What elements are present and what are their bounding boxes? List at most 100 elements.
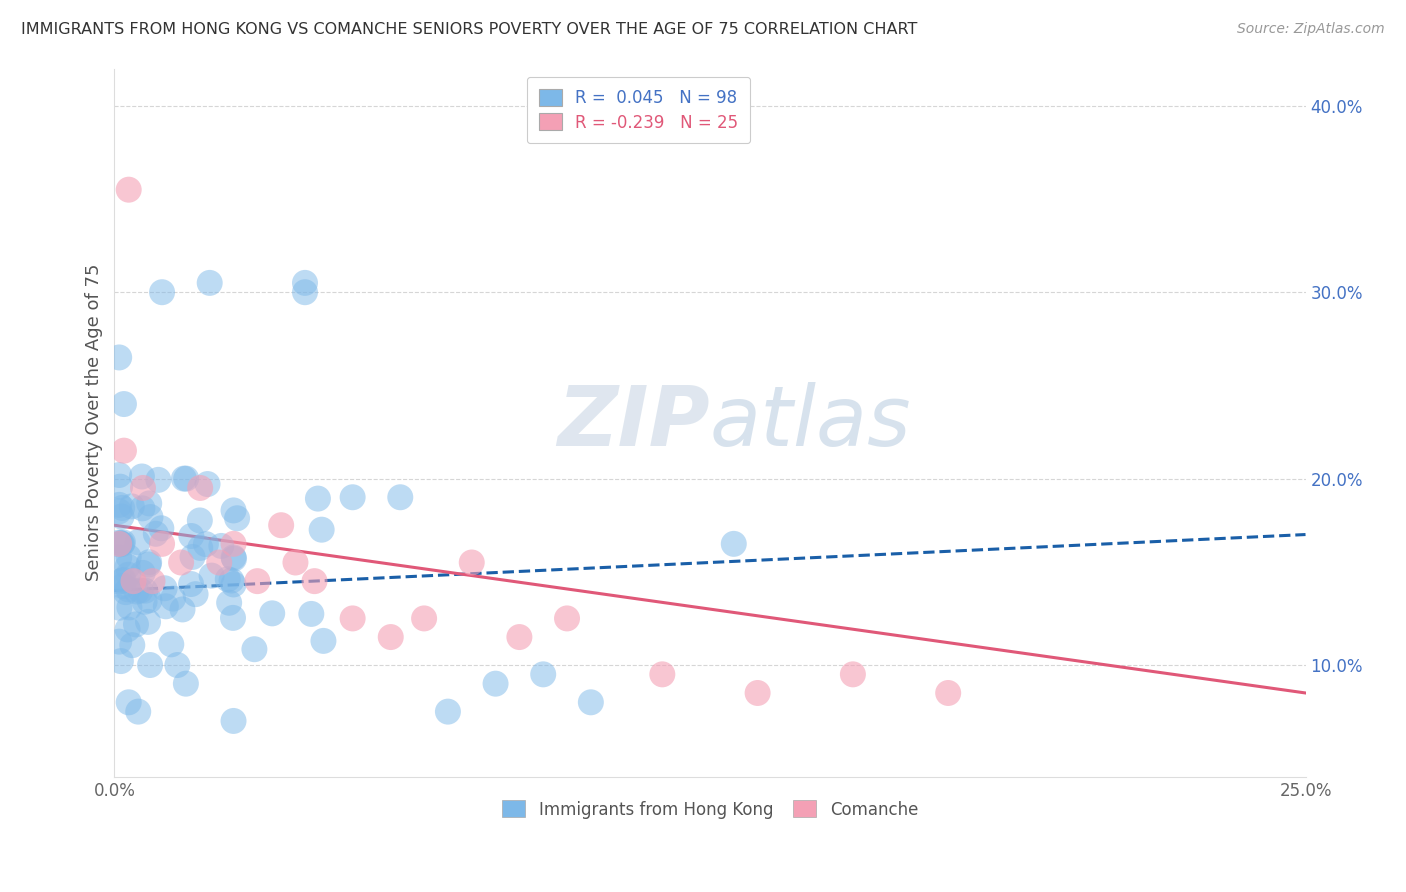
Point [121, 638, 143, 652]
Point [131, 501, 153, 516]
Point [188, 481, 211, 495]
Point [138, 555, 160, 569]
Point [150, 285, 173, 300]
Point [174, 676, 197, 690]
Point [413, 611, 436, 625]
Point [108, 535, 131, 549]
Point [138, 593, 160, 607]
Point [112, 573, 135, 587]
Point [181, 549, 204, 564]
Point [342, 611, 364, 625]
Point [307, 491, 329, 506]
Point [209, 539, 232, 553]
Point [221, 574, 243, 588]
Y-axis label: Seniors Poverty Over the Age of 75: Seniors Poverty Over the Age of 75 [86, 264, 103, 582]
Point [747, 686, 769, 700]
Point [131, 469, 153, 483]
Point [111, 579, 134, 593]
Point [141, 574, 163, 589]
Point [134, 595, 156, 609]
Text: atlas: atlas [710, 382, 911, 463]
Point [294, 285, 316, 300]
Point [111, 574, 134, 588]
Point [262, 607, 284, 621]
Point [222, 503, 245, 517]
Point [294, 276, 316, 290]
Point [188, 513, 211, 527]
Point [132, 566, 155, 580]
Point [198, 276, 221, 290]
Point [197, 477, 219, 491]
Point [111, 500, 134, 515]
Point [222, 611, 245, 625]
Point [108, 550, 131, 565]
Text: IMMIGRANTS FROM HONG KONG VS COMANCHE SENIORS POVERTY OVER THE AGE OF 75 CORRELA: IMMIGRANTS FROM HONG KONG VS COMANCHE SE… [21, 22, 918, 37]
Point [110, 536, 132, 550]
Point [246, 574, 269, 589]
Point [108, 504, 131, 518]
Point [243, 642, 266, 657]
Point [222, 577, 245, 591]
Point [150, 521, 173, 535]
Point [117, 582, 139, 597]
Point [217, 572, 239, 586]
Point [222, 551, 245, 566]
Point [299, 607, 322, 621]
Point [184, 587, 207, 601]
Point [111, 537, 134, 551]
Point [112, 397, 135, 411]
Point [218, 596, 240, 610]
Point [173, 472, 195, 486]
Point [110, 654, 132, 668]
Point [145, 526, 167, 541]
Point [108, 537, 131, 551]
Point [284, 556, 307, 570]
Point [508, 630, 530, 644]
Point [117, 559, 139, 574]
Point [311, 523, 333, 537]
Point [389, 490, 412, 504]
Point [125, 584, 148, 599]
Point [118, 600, 141, 615]
Point [484, 676, 506, 690]
Point [222, 537, 245, 551]
Point [129, 583, 152, 598]
Point [108, 351, 131, 365]
Point [170, 556, 193, 570]
Point [172, 602, 194, 616]
Point [108, 537, 131, 551]
Point [132, 481, 155, 495]
Point [122, 574, 145, 589]
Point [194, 537, 217, 551]
Point [108, 634, 131, 648]
Point [200, 568, 222, 582]
Point [112, 443, 135, 458]
Point [125, 617, 148, 632]
Point [111, 535, 134, 549]
Point [160, 637, 183, 651]
Point [188, 541, 211, 555]
Point [118, 183, 141, 197]
Point [127, 705, 149, 719]
Point [117, 567, 139, 582]
Point [180, 577, 202, 591]
Point [138, 558, 160, 572]
Point [117, 623, 139, 637]
Point [108, 498, 131, 512]
Legend: Immigrants from Hong Kong, Comanche: Immigrants from Hong Kong, Comanche [495, 794, 925, 825]
Point [380, 630, 402, 644]
Text: ZIP: ZIP [557, 382, 710, 463]
Point [222, 550, 245, 565]
Point [174, 472, 197, 486]
Point [153, 581, 176, 595]
Point [162, 591, 184, 606]
Point [342, 490, 364, 504]
Point [118, 695, 141, 709]
Point [150, 537, 173, 551]
Point [108, 574, 131, 589]
Point [139, 510, 162, 524]
Point [134, 583, 156, 598]
Point [110, 509, 132, 524]
Point [148, 473, 170, 487]
Point [108, 468, 131, 483]
